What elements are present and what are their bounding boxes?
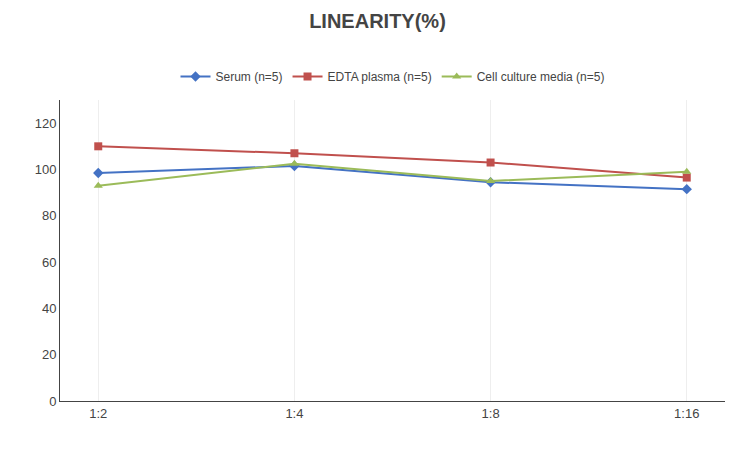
svg-text:60: 60 [42, 255, 56, 270]
svg-text:Cell culture media (n=5): Cell culture media (n=5) [477, 70, 605, 84]
svg-text:1:2: 1:2 [89, 406, 107, 421]
svg-text:0: 0 [49, 394, 56, 409]
svg-text:100: 100 [35, 162, 57, 177]
svg-text:EDTA plasma (n=5): EDTA plasma (n=5) [328, 70, 432, 84]
svg-text:1:4: 1:4 [285, 406, 303, 421]
svg-text:1:8: 1:8 [482, 406, 500, 421]
svg-text:1:16: 1:16 [674, 406, 699, 421]
svg-text:80: 80 [42, 208, 56, 223]
svg-text:20: 20 [42, 347, 56, 362]
svg-text:LINEARITY(%): LINEARITY(%) [309, 10, 446, 32]
svg-text:120: 120 [35, 116, 57, 131]
svg-text:40: 40 [42, 301, 56, 316]
svg-text:Serum (n=5): Serum (n=5) [216, 70, 283, 84]
